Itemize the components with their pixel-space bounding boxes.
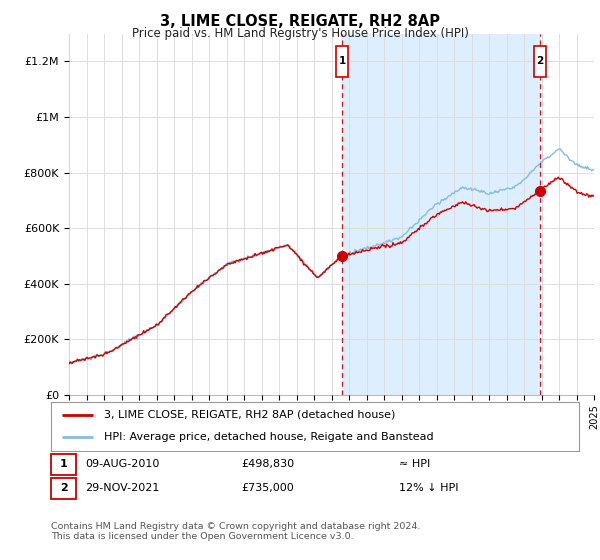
FancyBboxPatch shape [336,46,348,77]
Text: Contains HM Land Registry data © Crown copyright and database right 2024.
This d: Contains HM Land Registry data © Crown c… [51,522,421,542]
Text: Price paid vs. HM Land Registry's House Price Index (HPI): Price paid vs. HM Land Registry's House … [131,27,469,40]
Text: 09-AUG-2010: 09-AUG-2010 [85,459,160,469]
Text: 29-NOV-2021: 29-NOV-2021 [85,483,160,493]
Text: 1: 1 [60,459,68,469]
FancyBboxPatch shape [534,46,546,77]
Text: 2: 2 [536,57,544,67]
Bar [342,34,540,395]
Text: 2: 2 [60,483,68,493]
FancyBboxPatch shape [51,478,76,499]
FancyBboxPatch shape [51,454,76,475]
Text: 3, LIME CLOSE, REIGATE, RH2 8AP: 3, LIME CLOSE, REIGATE, RH2 8AP [160,14,440,29]
Text: 1: 1 [338,57,346,67]
Text: 12% ↓ HPI: 12% ↓ HPI [400,483,459,493]
Text: 3, LIME CLOSE, REIGATE, RH2 8AP (detached house): 3, LIME CLOSE, REIGATE, RH2 8AP (detache… [104,410,395,420]
Text: £735,000: £735,000 [241,483,294,493]
Text: ≈ HPI: ≈ HPI [400,459,431,469]
Text: £498,830: £498,830 [241,459,294,469]
Text: HPI: Average price, detached house, Reigate and Banstead: HPI: Average price, detached house, Reig… [104,432,433,442]
